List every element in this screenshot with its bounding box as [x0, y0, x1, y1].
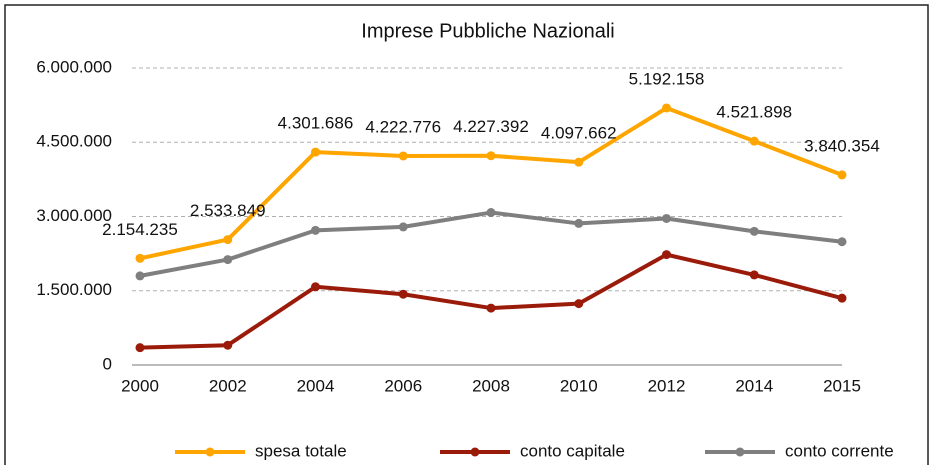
data-point — [398, 289, 408, 299]
data-point — [662, 213, 671, 223]
data-point — [135, 343, 145, 353]
data-point — [135, 253, 145, 263]
x-tick-label: 2010 — [560, 376, 598, 395]
legend-label: conto capitale — [520, 441, 625, 460]
data-point — [574, 218, 584, 228]
y-tick-label: 3.000.000 — [36, 206, 112, 225]
data-label: 4.521.898 — [716, 103, 792, 122]
data-point — [574, 157, 584, 167]
data-point — [223, 340, 233, 350]
x-tick-label: 2008 — [472, 376, 510, 395]
data-point — [837, 170, 847, 180]
y-tick-label: 4.500.000 — [36, 132, 112, 151]
y-tick-label: 6.000.000 — [36, 57, 112, 76]
chart-title: Imprese Pubbliche Nazionali — [361, 20, 614, 42]
data-point — [837, 237, 847, 247]
data-label: 4.301.686 — [278, 114, 354, 133]
data-point — [574, 299, 584, 309]
data-point — [311, 282, 320, 292]
data-label: 3.840.354 — [804, 136, 880, 155]
x-tick-label: 2004 — [297, 376, 335, 395]
y-tick-label: 1.500.000 — [36, 280, 112, 299]
data-point — [749, 226, 759, 236]
legend-label: conto corrente — [785, 441, 894, 460]
data-point — [662, 250, 671, 260]
data-point — [398, 222, 408, 232]
y-tick-label: 0 — [103, 354, 112, 373]
data-point — [749, 270, 759, 280]
data-point — [223, 255, 233, 265]
x-tick-label: 2006 — [384, 376, 422, 395]
legend-marker — [470, 447, 480, 457]
data-point — [486, 151, 496, 161]
data-point — [223, 235, 233, 245]
data-label: 5.192.158 — [629, 69, 705, 88]
x-tick-label: 2014 — [735, 376, 773, 395]
x-tick-label: 2015 — [823, 376, 861, 395]
data-label: 2.533.849 — [190, 201, 266, 220]
data-label: 4.097.662 — [541, 124, 617, 143]
data-point — [837, 293, 847, 303]
data-label: 4.227.392 — [453, 117, 529, 136]
data-point — [486, 303, 496, 313]
data-point — [662, 103, 671, 113]
legend-marker — [205, 447, 215, 457]
data-point — [398, 151, 408, 161]
x-tick-label: 2012 — [648, 376, 686, 395]
data-label: 2.154.235 — [102, 220, 178, 239]
data-point — [311, 225, 320, 235]
x-tick-label: 2002 — [209, 376, 247, 395]
data-point — [749, 136, 759, 146]
data-point — [486, 208, 496, 218]
data-point — [311, 147, 320, 157]
data-label: 4.222.776 — [365, 117, 441, 136]
legend-marker — [735, 447, 745, 457]
x-tick-label: 2000 — [121, 376, 159, 395]
data-point — [135, 271, 145, 281]
legend-label: spesa totale — [255, 441, 347, 460]
